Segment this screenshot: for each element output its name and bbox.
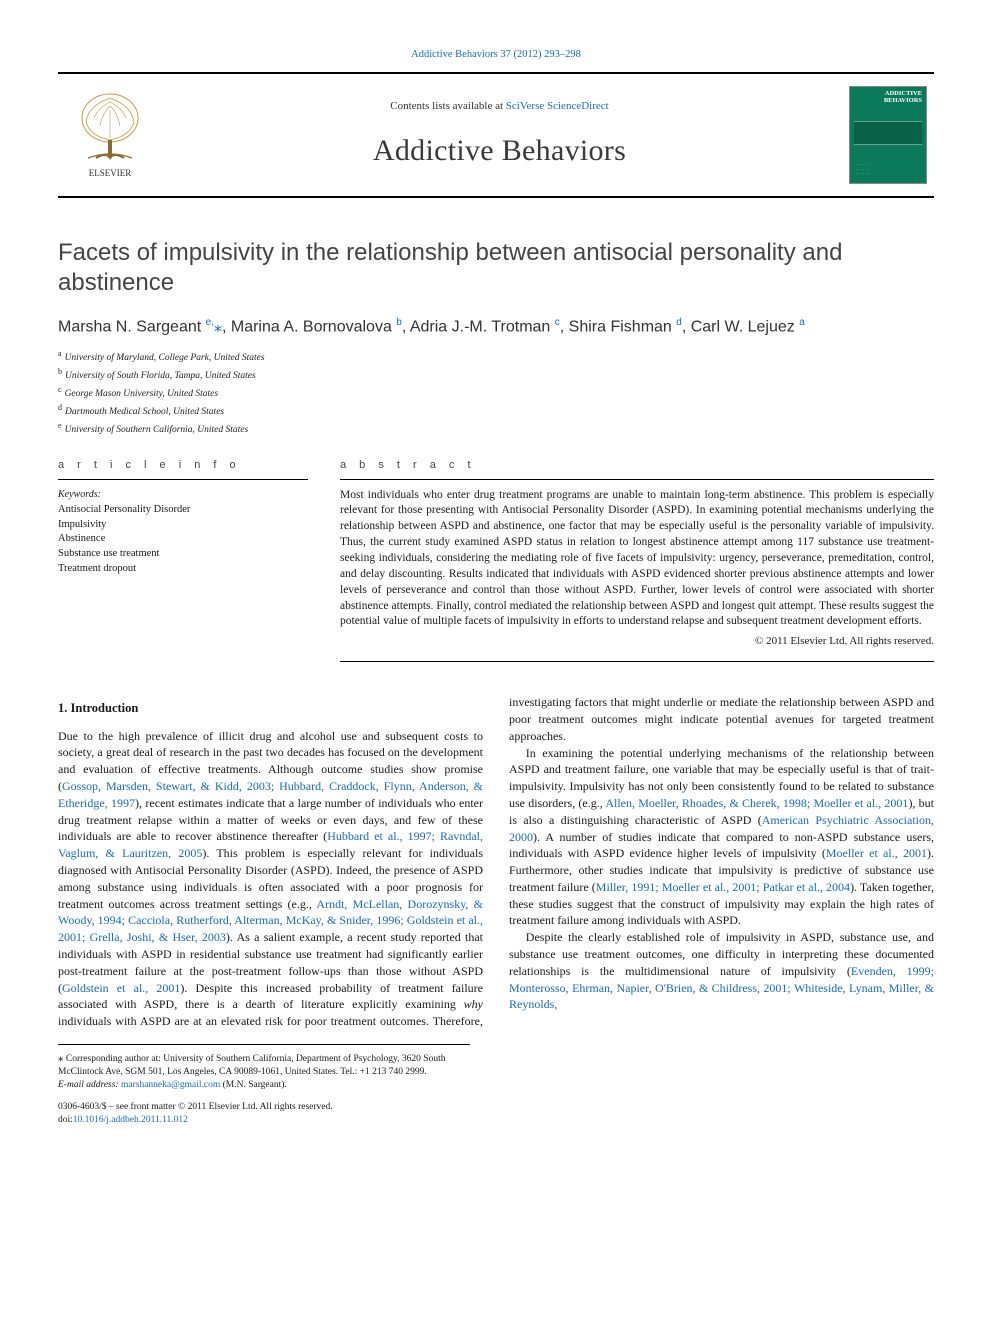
affiliation-item: dDartmouth Medical School, United States: [58, 402, 934, 420]
journal-title: Addictive Behaviors: [373, 131, 626, 172]
article-title: Facets of impulsivity in the relationshi…: [58, 238, 934, 298]
sciencedirect-link[interactable]: SciVerse ScienceDirect: [506, 100, 609, 112]
abstract-text: Most individuals who enter drug treatmen…: [340, 488, 934, 631]
citation-link[interactable]: Miller, 1991; Moeller et al., 2001; Patk…: [596, 880, 850, 894]
affiliation-item: bUniversity of South Florida, Tampa, Uni…: [58, 366, 934, 384]
affiliations-list: aUniversity of Maryland, College Park, U…: [58, 348, 934, 438]
abstract-label: a b s t r a c t: [340, 458, 934, 473]
body-paragraph: In examining the potential underlying me…: [509, 745, 934, 930]
running-head: Addictive Behaviors 37 (2012) 293–298: [58, 48, 934, 62]
elsevier-tree-icon: ELSEVIER: [68, 88, 153, 183]
affiliation-item: aUniversity of Maryland, College Park, U…: [58, 348, 934, 366]
citation-link[interactable]: Goldstein et al., 2001: [62, 981, 180, 995]
article-body: 1. Introduction Due to the high prevalen…: [58, 694, 934, 1030]
article-info-label: a r t i c l e i n f o: [58, 458, 308, 473]
affiliation-item: cGeorge Mason University, United States: [58, 384, 934, 402]
corresponding-author-footnote: ⁎ Corresponding author at: University of…: [58, 1044, 470, 1091]
page-footer: 0306-4603/$ – see front matter © 2011 El…: [58, 1101, 470, 1127]
keyword-item: Abstinence: [58, 532, 308, 547]
keywords-list: Antisocial Personality DisorderImpulsivi…: [58, 503, 308, 576]
email-link[interactable]: marshanneka@gmail.com: [121, 1080, 220, 1090]
citation-link[interactable]: Allen, Moeller, Rhoades, & Cherek, 1998;…: [605, 796, 908, 810]
abstract-copyright: © 2011 Elsevier Ltd. All rights reserved…: [340, 634, 934, 649]
citation-link[interactable]: Moeller et al., 2001: [826, 846, 927, 860]
contents-list-line: Contents lists available at SciVerse Sci…: [390, 99, 608, 114]
publisher-logo: ELSEVIER: [58, 74, 163, 196]
keyword-item: Impulsivity: [58, 518, 308, 533]
affiliation-item: eUniversity of Southern California, Unit…: [58, 420, 934, 438]
author-list: Marsha N. Sargeant e,⁎, Marina A. Bornov…: [58, 316, 934, 338]
doi-link[interactable]: 10.1016/j.addbeh.2011.11.012: [73, 1115, 188, 1125]
keyword-item: Treatment dropout: [58, 562, 308, 577]
svg-text:ELSEVIER: ELSEVIER: [89, 168, 132, 178]
keywords-label: Keywords:: [58, 488, 308, 502]
journal-cover-thumb: ADDICTIVE BEHAVIORS · · · · · ·· · · · ·…: [842, 86, 934, 184]
journal-header: ELSEVIER Contents lists available at Sci…: [58, 72, 934, 198]
keyword-item: Antisocial Personality Disorder: [58, 503, 308, 518]
body-paragraph: Despite the clearly established role of …: [509, 929, 934, 1013]
section-heading-intro: 1. Introduction: [58, 700, 483, 718]
keyword-item: Substance use treatment: [58, 547, 308, 562]
